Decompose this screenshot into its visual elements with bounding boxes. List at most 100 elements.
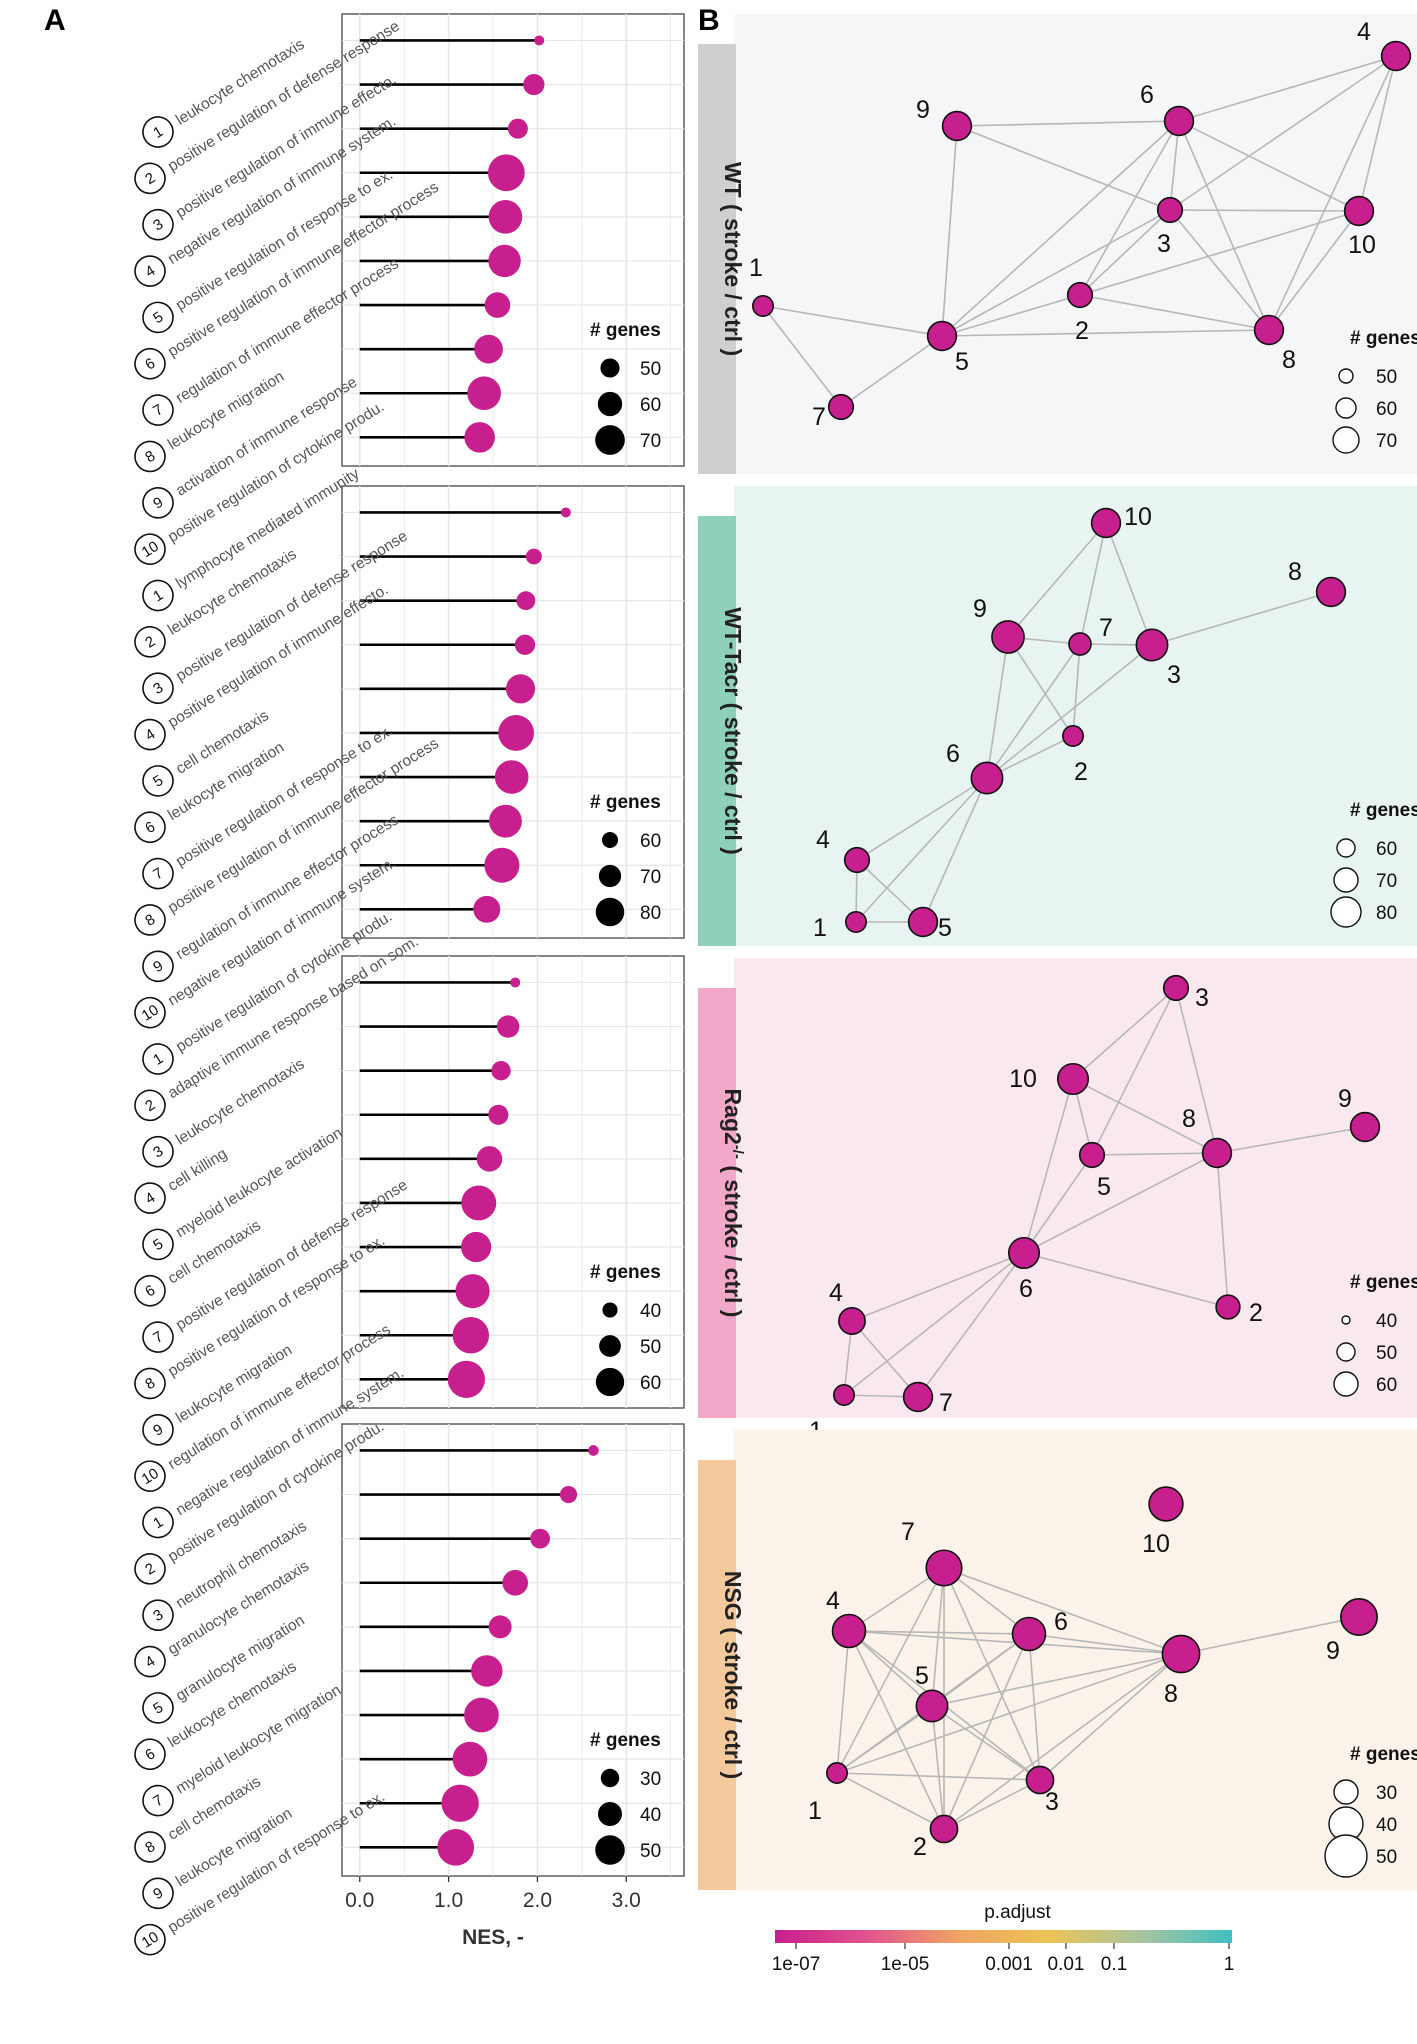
network-edge — [986, 644, 1153, 779]
network-node-5[interactable] — [926, 320, 958, 352]
network-node-label: 2 — [1075, 317, 1089, 345]
size-legend-value: 40 — [1376, 1815, 1397, 1836]
network-edge — [1216, 1126, 1366, 1154]
network-edge — [1268, 55, 1397, 331]
network-node-label: 9 — [973, 595, 987, 623]
size-legend-value: 30 — [1376, 1783, 1397, 1804]
number-badge — [142, 672, 174, 705]
network-edge — [851, 1320, 919, 1398]
colorbar-tick-label: 1e-05 — [881, 1954, 930, 1975]
network-node-4[interactable] — [1380, 40, 1412, 72]
lollipop-point — [441, 1784, 479, 1822]
network-edge — [931, 1653, 1182, 1707]
network-node-4[interactable] — [831, 1613, 867, 1649]
network-node-7[interactable] — [827, 393, 855, 421]
lollipop-point — [488, 1615, 512, 1639]
size-legend-value: 50 — [640, 1337, 661, 1358]
size-legend-title: # genes — [590, 320, 661, 341]
network-node-2[interactable] — [1215, 1294, 1241, 1320]
group-band — [698, 516, 736, 946]
network-node-label: 10 — [1142, 1530, 1170, 1558]
lollipop-point — [474, 334, 503, 364]
number-badge — [142, 1692, 174, 1724]
number-badge — [134, 1645, 166, 1678]
network-node-5[interactable] — [1078, 1141, 1106, 1169]
network-node-5[interactable] — [915, 1689, 949, 1723]
network-background — [734, 486, 1417, 946]
network-node-1[interactable] — [844, 910, 867, 933]
size-legend-circle — [595, 1367, 625, 1397]
network-node-2[interactable] — [929, 1814, 959, 1844]
network-node-6[interactable] — [1011, 1616, 1047, 1652]
network-edge — [848, 1630, 1030, 1635]
colorbar-gradient — [775, 1930, 1232, 1943]
network-node-label: 4 — [1357, 18, 1371, 46]
network-node-7[interactable] — [925, 1549, 963, 1587]
network-node-3[interactable] — [1025, 1765, 1055, 1795]
network-node-10[interactable] — [1148, 1486, 1184, 1522]
network-node-10[interactable] — [1056, 1062, 1090, 1096]
network-node-1[interactable] — [751, 294, 774, 317]
network-node-3[interactable] — [1156, 196, 1184, 224]
size-legend-value: 50 — [640, 359, 661, 380]
size-legend-title: # genes — [590, 1730, 661, 1751]
network-node-label: 1 — [813, 914, 827, 942]
network-edge — [943, 1567, 1041, 1781]
number-badge — [134, 1460, 166, 1492]
lollipop-point — [488, 244, 521, 278]
network-node-8[interactable] — [1253, 314, 1285, 346]
network-node-5[interactable] — [907, 906, 939, 938]
network-node-9[interactable] — [1340, 1598, 1378, 1636]
network-node-2[interactable] — [1066, 281, 1094, 309]
size-legend-value: 30 — [640, 1769, 661, 1790]
network-panel-4: NSG ( stroke / ctrl ) 1 2 3 4 5 6 7 8 9 10 # genes 3… — [698, 1430, 1417, 1890]
size-legend-value: 50 — [640, 1841, 661, 1862]
network-size-legend: # genes 50 60 70 — [1332, 328, 1417, 454]
network-node-label: 6 — [1054, 1608, 1068, 1636]
network-node-8[interactable] — [1161, 1634, 1201, 1674]
network-edge — [956, 120, 1180, 127]
size-legend-circle — [1324, 1834, 1368, 1878]
size-legend-value: 60 — [640, 1373, 661, 1394]
colorbar-tick-label: 0.01 — [1048, 1954, 1085, 1975]
network-edge — [943, 1779, 1041, 1830]
pathway-name: myeloid leukocyte activation — [173, 1125, 346, 1242]
network-node-10[interactable] — [1090, 507, 1122, 539]
network-node-label: 9 — [1338, 1085, 1352, 1113]
size-legend-value: 40 — [640, 1301, 661, 1322]
network-node-8[interactable] — [1315, 576, 1347, 608]
size-legend-circle — [1341, 1315, 1351, 1325]
size-legend-circle — [595, 1835, 625, 1865]
network-node-9[interactable] — [1349, 1111, 1381, 1143]
number-badge — [142, 1506, 174, 1539]
network-node-8[interactable] — [1201, 1137, 1233, 1169]
network-edge — [1028, 1633, 1041, 1781]
network-node-6[interactable] — [1163, 105, 1195, 137]
network-node-1[interactable] — [825, 1762, 848, 1785]
network-node-3[interactable] — [1135, 628, 1169, 662]
network-node-10[interactable] — [1343, 195, 1375, 227]
network-node-3[interactable] — [1162, 974, 1190, 1002]
network-node-4[interactable] — [838, 1307, 866, 1335]
network-node-9[interactable] — [941, 110, 973, 142]
lollipop-point — [484, 292, 511, 318]
size-legend-value: 60 — [1376, 1375, 1397, 1396]
lollipop-point — [452, 1317, 490, 1354]
network-edge — [943, 1633, 1030, 1830]
network-node-2[interactable] — [1062, 724, 1085, 747]
size-legend-circle — [602, 1302, 618, 1318]
lollipop-point — [471, 1655, 503, 1687]
network-edge — [855, 777, 988, 923]
network-node-label: 5 — [938, 914, 952, 942]
network-node-6[interactable] — [970, 761, 1004, 795]
size-legend-circle — [595, 425, 625, 455]
network-node-4[interactable] — [843, 846, 871, 874]
network-node-1[interactable] — [832, 1384, 855, 1407]
network-node-6[interactable] — [1007, 1236, 1041, 1270]
panel-frame — [341, 1423, 685, 1877]
network-edge — [836, 1653, 1182, 1774]
network-node-7[interactable] — [1068, 632, 1092, 656]
network-node-9[interactable] — [991, 620, 1025, 654]
network-node-label: 3 — [1167, 661, 1181, 689]
network-node-7[interactable] — [902, 1381, 934, 1413]
